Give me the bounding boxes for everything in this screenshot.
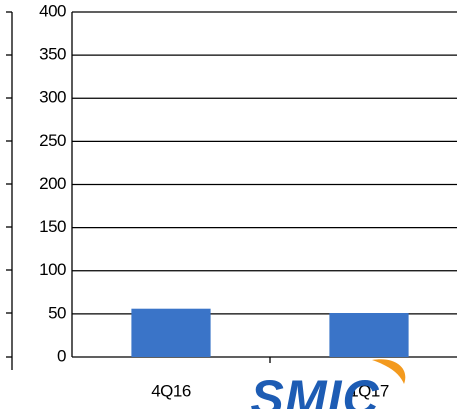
x-tick-label: 4Q16 [151,381,191,400]
y-tick-label: 0 [57,346,66,365]
y-tick-label: 50 [48,303,66,322]
x-tick-label: 1Q17 [349,381,389,400]
y-tick-label: 150 [39,217,66,236]
bar [329,313,409,357]
y-tick-label: 400 [39,1,66,20]
partial-left-axis [6,11,13,370]
y-tick-label: 300 [39,88,66,107]
y-tick-label: 250 [39,131,66,150]
y-tick-label: 350 [39,45,66,64]
logo-swoosh [372,359,406,384]
watermark-logo: SMIC [251,370,380,409]
bar [131,308,211,357]
y-tick-label: 200 [39,174,66,193]
y-tick-label: 100 [39,260,66,279]
